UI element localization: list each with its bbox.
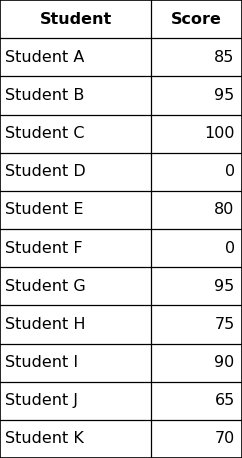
Text: Student B: Student B <box>5 88 84 103</box>
Text: 95: 95 <box>214 279 235 294</box>
Text: 95: 95 <box>214 88 235 103</box>
Text: Score: Score <box>171 11 222 27</box>
Text: Student A: Student A <box>5 50 84 65</box>
Text: Student: Student <box>39 11 112 27</box>
Text: 65: 65 <box>214 393 235 408</box>
Text: Student C: Student C <box>5 126 84 141</box>
Text: 0: 0 <box>225 164 235 179</box>
Text: Student G: Student G <box>5 279 86 294</box>
Text: Student E: Student E <box>5 202 83 218</box>
Text: Student I: Student I <box>5 355 78 370</box>
Text: 0: 0 <box>225 240 235 256</box>
Text: Student F: Student F <box>5 240 83 256</box>
Text: 80: 80 <box>214 202 235 218</box>
Text: 100: 100 <box>204 126 235 141</box>
Text: Student H: Student H <box>5 317 85 332</box>
Text: 85: 85 <box>214 50 235 65</box>
Text: Student K: Student K <box>5 431 84 447</box>
Text: Student D: Student D <box>5 164 86 179</box>
Text: 90: 90 <box>214 355 235 370</box>
Text: 70: 70 <box>214 431 235 447</box>
Text: Student J: Student J <box>5 393 78 408</box>
Text: 75: 75 <box>214 317 235 332</box>
